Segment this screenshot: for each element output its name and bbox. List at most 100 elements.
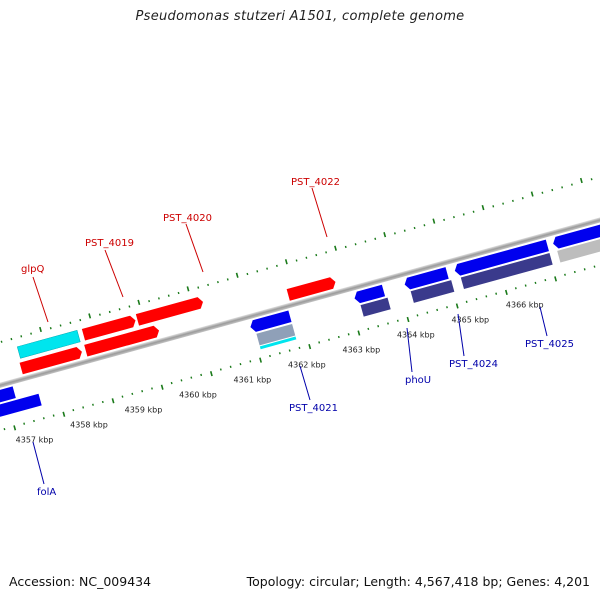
tick-major bbox=[432, 218, 436, 224]
tick-minor bbox=[207, 283, 210, 287]
tick-minor bbox=[344, 245, 347, 249]
tick-minor bbox=[108, 310, 111, 314]
tick-minor bbox=[180, 379, 183, 382]
tick-minor bbox=[226, 278, 229, 281]
tick-minor bbox=[177, 291, 180, 295]
tick-major bbox=[383, 232, 387, 238]
tick-minor bbox=[49, 327, 52, 330]
tick-minor bbox=[485, 295, 488, 298]
tick-major bbox=[481, 204, 485, 211]
tick-minor bbox=[79, 318, 82, 322]
gene-label-glpQ: glpQ bbox=[21, 264, 44, 275]
gene-rna-lower[interactable] bbox=[259, 336, 297, 350]
gene-PST_4022[interactable] bbox=[286, 276, 337, 301]
tick-minor bbox=[298, 346, 301, 350]
tick-major bbox=[406, 316, 410, 323]
scale-label: 4365 kbp bbox=[451, 316, 489, 325]
tick-major bbox=[235, 272, 239, 278]
gene-label-PST_4024: PST_4024 bbox=[449, 359, 498, 370]
scale-label: 4363 kbp bbox=[342, 346, 380, 355]
tick-major bbox=[62, 411, 66, 417]
tick-minor bbox=[561, 186, 564, 189]
tick-minor bbox=[82, 406, 85, 409]
tick-minor bbox=[256, 270, 259, 273]
tick-minor bbox=[59, 324, 62, 327]
tick-minor bbox=[570, 183, 573, 186]
tick-minor bbox=[288, 349, 291, 352]
tick-minor bbox=[190, 376, 193, 379]
tick-minor bbox=[452, 215, 455, 219]
gene-PST_4025-b[interactable] bbox=[460, 253, 553, 290]
tick-minor bbox=[544, 278, 547, 282]
tick-minor bbox=[514, 287, 517, 290]
gene-PST_4024-b[interactable] bbox=[410, 280, 455, 303]
tick-minor bbox=[131, 392, 134, 396]
tick-minor bbox=[492, 205, 495, 208]
tick-major bbox=[209, 371, 213, 377]
tick-minor bbox=[30, 332, 33, 335]
tick-minor bbox=[151, 387, 153, 390]
gene-PST_4019[interactable] bbox=[84, 325, 160, 357]
gene-forward-small-1[interactable] bbox=[19, 346, 84, 375]
tick-minor bbox=[216, 281, 219, 284]
tick-minor bbox=[266, 267, 269, 270]
scale-labels: 4357 kbp 4358 kbp 4359 kbp 4360 kbp 4361 kbp… bbox=[16, 301, 544, 445]
gene-label-folA: folA bbox=[37, 487, 56, 498]
tick-minor bbox=[69, 321, 72, 324]
tick-minor bbox=[318, 341, 321, 344]
tick-minor bbox=[246, 272, 249, 276]
scale-label: 4359 kbp bbox=[125, 406, 163, 415]
tick-minor bbox=[315, 253, 318, 257]
tick-minor bbox=[393, 232, 396, 235]
tick-minor bbox=[197, 286, 200, 289]
scale-label: 4360 kbp bbox=[179, 391, 217, 400]
tick-minor bbox=[275, 264, 278, 268]
tick-major bbox=[504, 289, 508, 296]
gene-glpQ[interactable] bbox=[81, 315, 137, 341]
tick-minor bbox=[3, 427, 6, 431]
tick-minor bbox=[148, 299, 151, 303]
tick-minor bbox=[278, 352, 281, 355]
tick-minor bbox=[121, 395, 124, 398]
tick-minor bbox=[200, 373, 203, 377]
tick-minor bbox=[423, 224, 426, 227]
tick-minor bbox=[590, 178, 593, 181]
tick-minor bbox=[583, 268, 586, 271]
gene-PST_4025-a[interactable] bbox=[453, 239, 549, 277]
tick-major bbox=[455, 303, 459, 309]
tick-minor bbox=[573, 270, 576, 274]
tick-minor bbox=[436, 308, 439, 312]
gene-phoU-a[interactable] bbox=[353, 284, 386, 305]
tick-minor bbox=[541, 191, 544, 194]
tick-minor bbox=[564, 273, 566, 276]
tick-minor bbox=[354, 243, 357, 246]
tick-minor bbox=[426, 311, 429, 314]
gene-phoU-b[interactable] bbox=[360, 297, 391, 317]
tick-minor bbox=[157, 297, 160, 300]
tick-minor bbox=[141, 390, 144, 393]
tick-minor bbox=[23, 422, 26, 425]
gene-PST_4021-b[interactable] bbox=[256, 323, 296, 346]
gene-gray-edge[interactable] bbox=[557, 229, 600, 263]
tick-minor bbox=[511, 199, 514, 203]
tick-minor bbox=[0, 340, 3, 343]
tick-row-reverse bbox=[3, 265, 596, 431]
tick-major bbox=[334, 245, 337, 251]
gene-PST_4020-part[interactable] bbox=[135, 296, 205, 326]
tick-minor bbox=[403, 229, 406, 232]
label-leaders bbox=[32, 187, 548, 485]
tick-minor bbox=[364, 240, 367, 243]
tick-minor bbox=[33, 419, 35, 423]
gene-folA-b[interactable] bbox=[0, 393, 42, 418]
tick-minor bbox=[170, 381, 173, 385]
tick-minor bbox=[52, 414, 55, 417]
gene-reverse-edge[interactable] bbox=[552, 216, 600, 249]
tick-minor bbox=[92, 403, 94, 406]
gene-rna-upper[interactable] bbox=[16, 329, 81, 359]
gene-folA-a[interactable] bbox=[0, 386, 16, 407]
gene-PST_4021-a[interactable] bbox=[249, 310, 292, 332]
tick-minor bbox=[305, 256, 308, 259]
tick-minor bbox=[524, 284, 527, 287]
gene-PST_4024-a[interactable] bbox=[403, 267, 449, 290]
